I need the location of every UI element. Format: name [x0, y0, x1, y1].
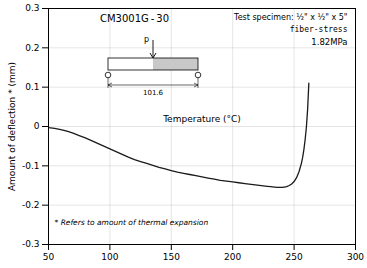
- svg-text:100: 100: [101, 252, 118, 262]
- svg-text:fiber-stress: fiber-stress: [290, 25, 348, 34]
- svg-text:0: 0: [34, 121, 40, 131]
- svg-text:p: p: [144, 35, 149, 44]
- svg-text:Test specimen: ½" x ½" x 5": Test specimen: ½" x ½" x 5": [233, 13, 347, 22]
- svg-text:1.82MPa: 1.82MPa: [311, 37, 347, 47]
- svg-text:300: 300: [347, 252, 364, 262]
- svg-text:-0.1: -0.1: [22, 161, 40, 171]
- svg-text:* Refers to amount of thermal: * Refers to amount of thermal expansion: [55, 218, 209, 227]
- svg-text:101.6: 101.6: [143, 89, 164, 97]
- svg-text:150: 150: [163, 252, 180, 262]
- svg-text:-0.2: -0.2: [22, 200, 40, 210]
- svg-text:-0.3: -0.3: [22, 239, 40, 249]
- svg-text:CM3001G - 30: CM3001G - 30: [100, 13, 169, 24]
- svg-text:200: 200: [224, 252, 241, 262]
- svg-text:0.3: 0.3: [25, 3, 39, 13]
- svg-text:250: 250: [286, 252, 303, 262]
- svg-text:Temperature (°C): Temperature (°C): [162, 114, 241, 124]
- svg-text:Amount of deflection * (mm): Amount of deflection * (mm): [7, 62, 17, 191]
- svg-text:0.2: 0.2: [25, 43, 39, 53]
- svg-text:0.1: 0.1: [25, 82, 39, 92]
- svg-text:50: 50: [43, 252, 55, 262]
